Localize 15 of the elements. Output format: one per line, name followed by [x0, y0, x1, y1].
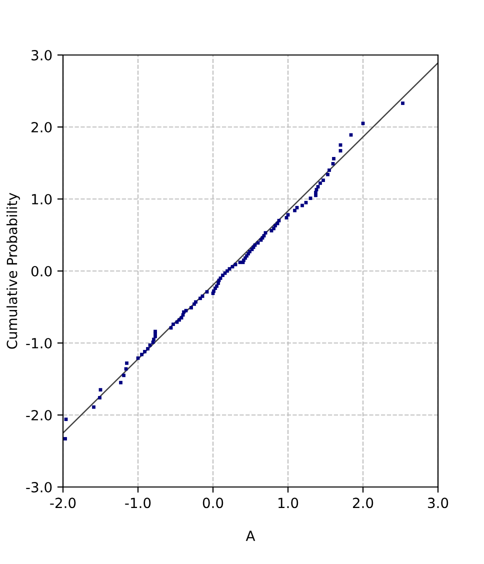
x-tick-label: -2.0	[50, 498, 76, 508]
x-tick-label: -1.0	[125, 498, 151, 508]
x-tick-label: 0.0	[202, 498, 224, 508]
x-tick-label: 3.0	[428, 498, 448, 508]
y-tick-label: 3.0	[32, 50, 52, 60]
y-axis-title: Cumulative Probability	[6, 192, 20, 349]
x-axis-title: A	[246, 530, 256, 541]
x-tick-label: 1.0	[278, 498, 298, 508]
x-tick-label: 2.0	[352, 498, 374, 508]
y-tick-label: 1.0	[32, 194, 52, 204]
y-tick-label: 2.0	[32, 122, 52, 132]
y-tick-label: 0.0	[31, 266, 52, 276]
y-tick-label: -2.0	[26, 410, 52, 420]
y-tick-label: -1.0	[26, 338, 52, 348]
y-tick-label: -3.0	[26, 482, 52, 492]
